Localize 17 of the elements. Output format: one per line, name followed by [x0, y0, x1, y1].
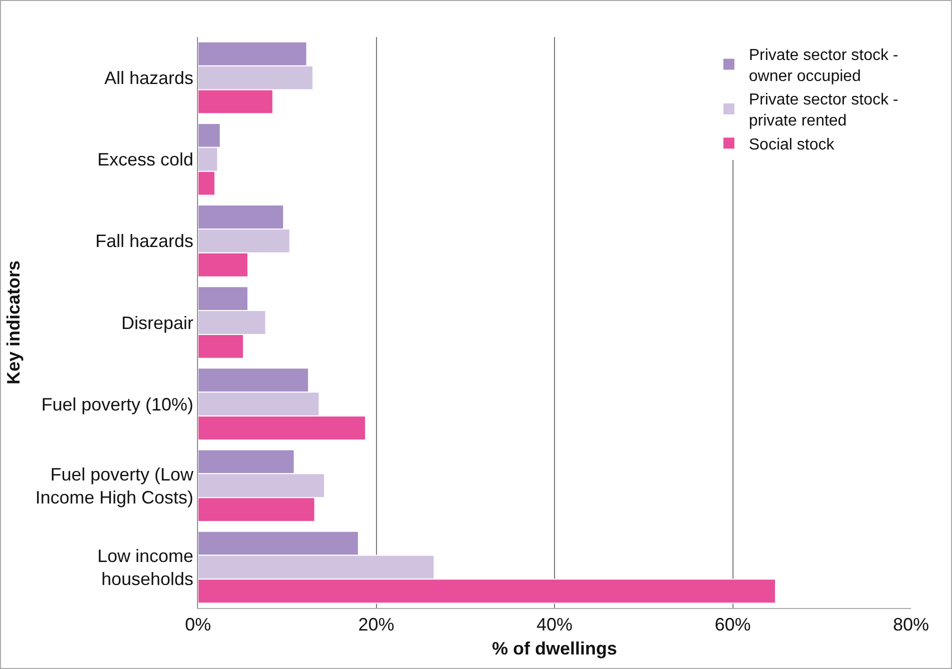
- legend-label: Private sector stock - private rented: [748, 92, 898, 130]
- y-tick-label: All hazards: [104, 68, 194, 88]
- x-tick-label: 20%: [358, 614, 394, 635]
- y-tick-label: Fuel poverty (10%): [41, 394, 194, 414]
- legend-label: Social stock: [748, 136, 836, 154]
- y-tick-label: Low income households: [97, 546, 194, 590]
- x-axis-title: % of dwellings: [492, 638, 618, 659]
- y-axis-title: Key indicators: [4, 260, 24, 385]
- y-tick-label: Fall hazards: [95, 231, 194, 252]
- x-tick-label: 80%: [892, 614, 930, 635]
- x-tick-label: 40%: [536, 614, 573, 635]
- legend-label: Private sector stock - owner occupied: [748, 47, 898, 85]
- x-tick-label: 0%: [184, 614, 212, 635]
- x-tick-label: 60%: [714, 614, 751, 635]
- y-tick-label: Disrepair: [121, 312, 194, 333]
- y-tick-label: Fuel poverty (Low Income High Costs): [35, 464, 194, 508]
- y-tick-label: Excess cold: [97, 150, 194, 170]
